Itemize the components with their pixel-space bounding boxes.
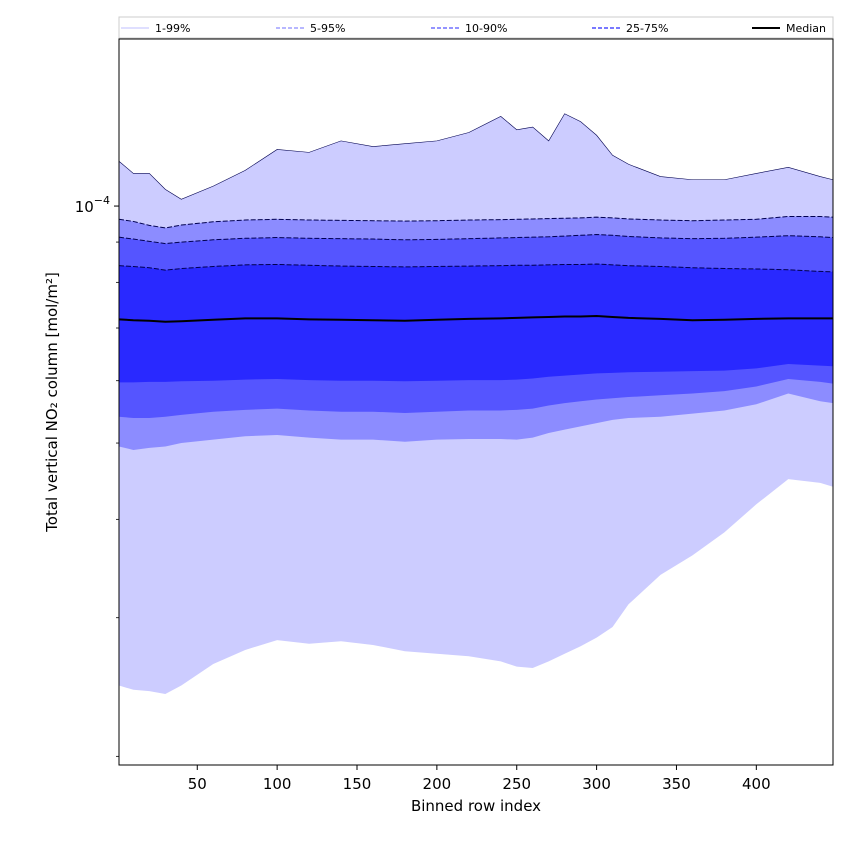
median-layer [118, 315, 833, 323]
percentile-bands [119, 113, 833, 695]
x-tick-label: 250 [502, 775, 531, 793]
x-tick-label: 300 [582, 775, 611, 793]
legend-label: 1-99% [155, 22, 190, 35]
plot-frame [118, 38, 834, 766]
x-axis-label: Binned row index [411, 797, 541, 815]
median-line [118, 315, 833, 323]
x-tick-label: 100 [263, 775, 292, 793]
x-tick-label: 150 [343, 775, 372, 793]
x-tick-label: 200 [423, 775, 452, 793]
legend-label: 10-90% [465, 22, 507, 35]
legend-label: 5-95% [310, 22, 345, 35]
legend-box [118, 16, 834, 39]
x-tick-label: 400 [742, 775, 771, 793]
percentile-band-edges [118, 113, 834, 273]
legend-label: Median [786, 22, 826, 35]
y-axis: 10−4 [75, 194, 119, 757]
legend: 1-99% 5-95% 10-90% 25-75% Median [118, 16, 834, 39]
band-upper-edge-1-99% [118, 113, 834, 200]
x-tick-label: 50 [188, 775, 207, 793]
x-tick-label: 350 [662, 775, 691, 793]
legend-label: 25-75% [626, 22, 668, 35]
y-axis-label: Total vertical NO₂ column [mol/m²] [43, 272, 61, 533]
x-axis: 50 100 150 200 250 300 350 400 [188, 765, 771, 793]
y-tick-label: 10−4 [75, 194, 110, 216]
band-25-75% [119, 264, 833, 383]
